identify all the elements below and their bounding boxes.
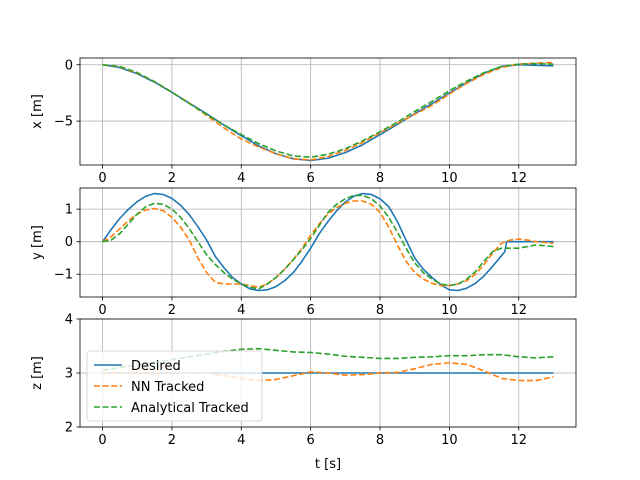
x-tick-label: 0 [98, 303, 106, 318]
x-tick-label: 4 [237, 171, 245, 186]
x-tick-label: 8 [376, 171, 384, 186]
x-tick-label: 6 [307, 433, 315, 448]
y-tick-label: 0 [65, 58, 73, 73]
series-line-analytical-tracked [102, 194, 554, 290]
x-tick-label: 4 [237, 303, 245, 318]
x-tick-label: 2 [168, 303, 176, 318]
x-tick-label: 2 [168, 433, 176, 448]
legend-box [86, 350, 263, 422]
x-tick-label: 0 [98, 433, 106, 448]
x-tick-label: 8 [376, 303, 384, 318]
x-tick-label: 6 [307, 303, 315, 318]
series-line-analytical-tracked [102, 62, 554, 158]
legend-label: Desired [131, 359, 181, 374]
x-tick-label: 12 [510, 303, 527, 318]
y-axis-label: y [m] [30, 225, 45, 260]
x-tick-label: 12 [510, 171, 527, 186]
subplot-2: 0 2 4 6 8 10 12 4 3 2 z [m] [30, 313, 577, 448]
x-tick-label: 0 [98, 171, 106, 186]
y-axis-label: x [m] [30, 94, 45, 129]
axes-frame [79, 57, 577, 166]
y-tick-label: −1 [54, 268, 73, 283]
y-tick-label: 4 [65, 313, 73, 328]
x-tick-label: 10 [441, 303, 458, 318]
legend: Desired NN Tracked Analytical Tracked [86, 350, 263, 422]
x-tick-label: 2 [168, 171, 176, 186]
y-tick-label: −5 [54, 115, 73, 130]
y-tick-label: 0 [65, 235, 73, 250]
x-tick-label: 10 [441, 171, 458, 186]
y-axis-label: z [m] [30, 356, 45, 390]
y-tick-label: 2 [65, 421, 73, 436]
series-line-analytical-tracked [102, 347, 554, 372]
series-line-desired [101, 192, 554, 292]
subplot-0: 0 2 4 6 8 10 12 0 −5 x [m] [30, 57, 577, 186]
legend-label: NN Tracked [131, 380, 204, 395]
y-tick-label: 1 [65, 203, 73, 218]
x-tick-label: 4 [237, 433, 245, 448]
y-tick-label: 3 [65, 367, 73, 382]
axes-frame [79, 187, 577, 298]
x-tick-label: 12 [510, 433, 527, 448]
x-axis-label: t [s] [315, 457, 341, 472]
x-tick-label: 10 [441, 433, 458, 448]
series-line-nn-tracked [102, 361, 554, 382]
x-tick-label: 8 [376, 433, 384, 448]
x-tick-label: 6 [307, 171, 315, 186]
legend-label: Analytical Tracked [131, 401, 249, 416]
